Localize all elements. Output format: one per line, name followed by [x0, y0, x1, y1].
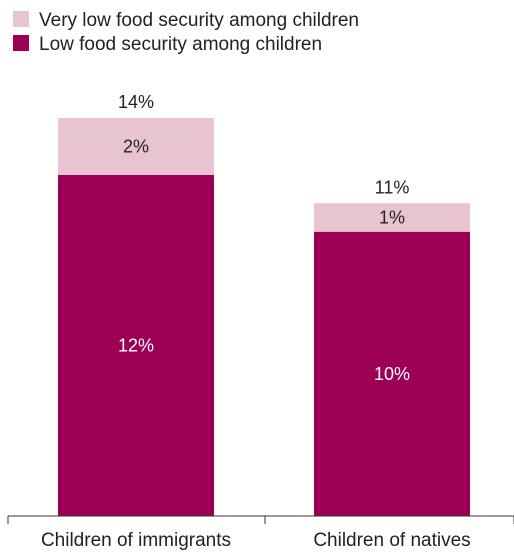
data-label-children-of-natives-low-food-security-among-children: 10% — [374, 364, 410, 384]
legend-label-low-food-security-among-children: Low food security among children — [39, 34, 322, 55]
total-label-children-of-immigrants: 14% — [118, 92, 154, 112]
x-tick-label-children-of-natives: Children of natives — [313, 530, 470, 551]
legend-swatch-very-low-food-security-among-children — [13, 11, 29, 27]
legend: Very low food security among children Low… — [13, 10, 359, 55]
bar-children-of-immigrants-very-low-food-security-among-children — [58, 118, 214, 175]
legend-swatch-low-food-security-among-children — [13, 35, 29, 51]
legend-label-very-low-food-security-among-children: Very low food security among children — [39, 10, 359, 31]
bars: 12% 2% 14% 10% 1% 11% — [58, 92, 470, 516]
bar-children-of-immigrants-low-food-security-among-children — [58, 174, 214, 516]
data-label-children-of-immigrants-very-low-food-security-among-children: 2% — [123, 136, 149, 156]
x-tick-label-children-of-immigrants: Children of immigrants — [41, 530, 231, 551]
x-axis: Children of immigrants Children of native… — [7, 515, 514, 551]
data-label-children-of-natives-very-low-food-security-among-children: 1% — [379, 208, 405, 228]
total-label-children-of-natives: 11% — [375, 177, 410, 197]
data-label-children-of-immigrants-low-food-security-among-children: 12% — [118, 335, 154, 355]
bar-children-of-natives-very-low-food-security-among-children — [314, 203, 470, 232]
bar-children-of-natives-low-food-security-among-children — [314, 231, 470, 516]
